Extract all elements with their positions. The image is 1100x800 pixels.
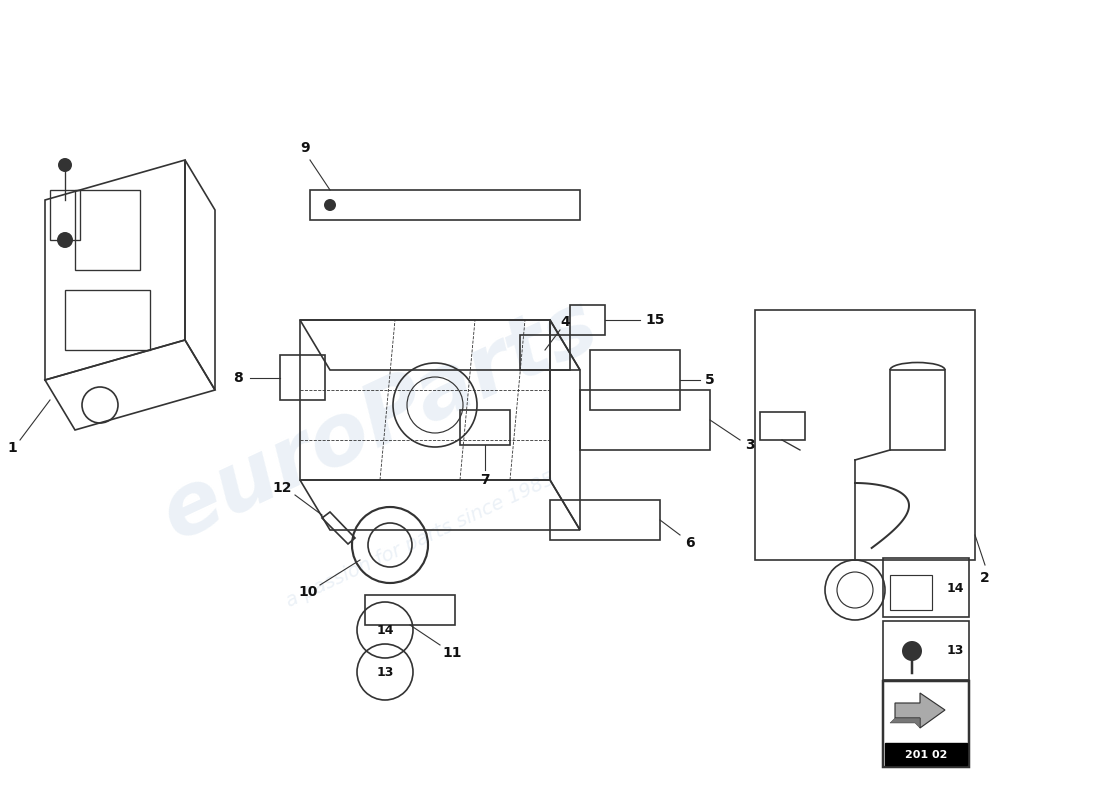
Circle shape [902, 641, 922, 661]
Text: 12: 12 [273, 481, 292, 495]
Circle shape [57, 232, 73, 248]
Text: 6: 6 [685, 536, 695, 550]
Bar [886, 743, 967, 765]
Bar [890, 370, 945, 450]
Text: euroParts: euroParts [148, 282, 612, 558]
Text: 9: 9 [300, 141, 310, 155]
Text: 3: 3 [745, 438, 755, 452]
Text: 13: 13 [946, 645, 964, 658]
Text: 5: 5 [705, 373, 715, 387]
Text: 14: 14 [946, 582, 964, 594]
Bar [755, 310, 975, 560]
Circle shape [324, 199, 336, 211]
Text: 10: 10 [298, 585, 318, 599]
Text: 13: 13 [376, 666, 394, 678]
Bar [50, 190, 80, 240]
Bar [760, 412, 805, 440]
Circle shape [58, 158, 72, 172]
Bar [890, 575, 932, 610]
Text: 8: 8 [233, 371, 243, 385]
Polygon shape [895, 693, 945, 728]
Text: 1: 1 [7, 441, 16, 455]
Text: 2: 2 [980, 571, 990, 585]
Text: 4: 4 [560, 315, 570, 329]
Polygon shape [890, 718, 920, 728]
Text: 15: 15 [646, 313, 664, 327]
Bar [65, 290, 150, 350]
Text: 7: 7 [481, 473, 490, 487]
Text: 14: 14 [376, 623, 394, 637]
Text: 11: 11 [442, 646, 462, 660]
Text: a passion for parts since 1985: a passion for parts since 1985 [283, 469, 558, 611]
Text: 201 02: 201 02 [905, 750, 947, 759]
